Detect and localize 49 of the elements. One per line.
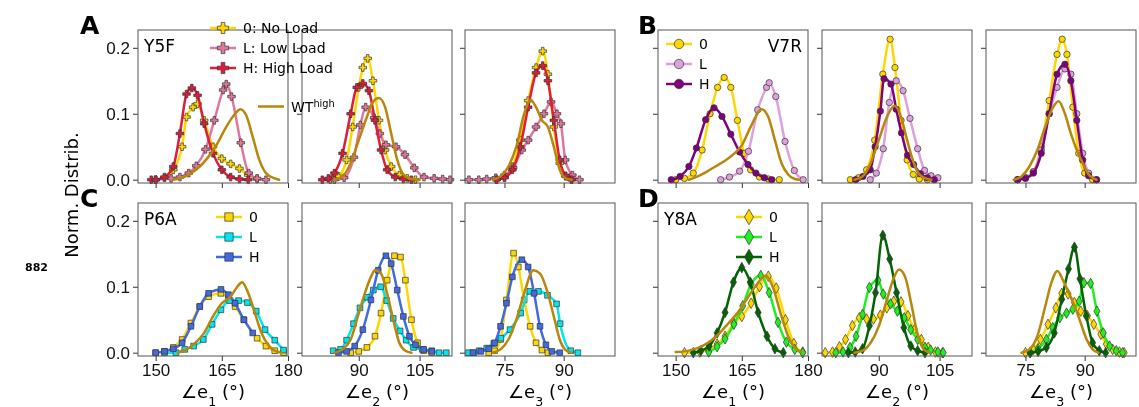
x-tick-label: 105 [405,361,435,381]
annotation: Y5F [143,36,175,56]
x-tick-label: 90 [1075,361,1095,381]
legend-label: H [699,76,710,92]
x-tick-label: 75 [495,361,515,381]
chart-title: A [80,11,100,40]
x-tick-label: 90 [869,361,889,381]
x-tick-label: 90 [554,361,574,381]
chart-title: D [638,184,659,213]
legend-label: 0 [699,36,708,52]
text: 882 [25,261,48,274]
chart-title: C [80,184,99,213]
legend-label: L [699,56,707,72]
x-tick-label: 180 [794,361,823,381]
x-tick-label: 75 [1016,361,1036,381]
y-tick-label: 0.1 [106,277,130,297]
x-tick-label: 180 [274,361,303,381]
y-tick-label: 0.1 [106,104,130,124]
x-tick-label: 150 [141,361,171,381]
legend-label: H [769,249,780,265]
y-tick-label: 0.2 [106,38,130,58]
annotation: V7R [767,36,803,56]
x-axis-title: ∠e$_{1}$ (°) [700,381,766,407]
x-axis-title: ∠e$_{3}$ (°) [507,381,573,407]
legend-label: 0 [249,209,258,225]
chart-title: B [638,11,658,40]
legend-label: H [249,249,260,265]
annotation: Y8A [663,209,698,229]
x-tick-label: 150 [661,361,691,381]
legend-label: WT$^{high}$ [291,97,335,115]
x-axis-title: ∠e$_{1}$ (°) [180,381,246,407]
legend-label: L [249,229,257,245]
annotation: P6A [144,209,178,229]
x-tick-label: 165 [208,361,237,381]
y-tick-label: 0.0 [106,343,130,363]
y-tick-label: 0.2 [106,211,130,231]
legend-label: 0: No Load [243,20,319,36]
x-tick-label: 165 [728,361,757,381]
legend-label: 0 [769,209,778,225]
x-axis-title: ∠e$_{2}$ (°) [344,381,410,407]
legend-label: H: High Load [243,60,333,76]
x-tick-label: 105 [925,361,955,381]
legend-label: L [769,229,777,245]
x-axis-title: ∠e$_{2}$ (°) [864,381,930,407]
x-tick-label: 90 [349,361,369,381]
x-axis-title: ∠e$_{3}$ (°) [1028,381,1094,407]
y-axis-title: Norm. Distrib. [61,132,82,258]
legend-label: L: Low Load [243,40,326,56]
y-tick-label: 0.0 [106,170,130,190]
